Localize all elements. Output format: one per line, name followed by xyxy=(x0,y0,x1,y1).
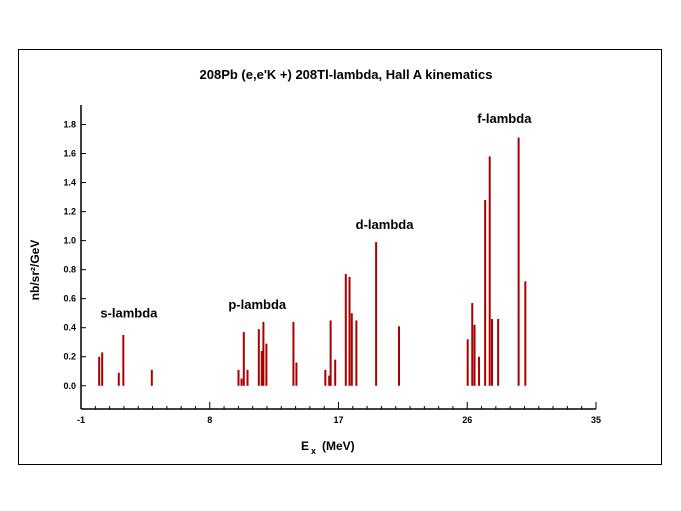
annotation-0: s-lambda xyxy=(100,306,158,321)
bar-26 xyxy=(471,303,474,386)
y-tick-label-2: 0.4 xyxy=(63,323,76,333)
y-tick-label-3: 0.6 xyxy=(63,294,76,304)
bar-25 xyxy=(466,339,469,386)
chart-title: 208Pb (e,e'K +) 208Tl-lambda, Hall A kin… xyxy=(200,67,493,82)
y-tick-label-5: 1.0 xyxy=(63,236,76,246)
bar-28 xyxy=(477,356,480,386)
y-tick-label-4: 0.8 xyxy=(63,265,76,275)
x-tick-label-4: 35 xyxy=(591,415,601,425)
bar-4 xyxy=(150,369,153,386)
x-tick-label-3: 26 xyxy=(462,415,472,425)
x-axis-label: E xyxy=(301,439,309,453)
bar-18 xyxy=(334,359,337,386)
x-tick-label-0: -1 xyxy=(77,415,85,425)
bar-31 xyxy=(490,319,493,386)
x-axis-label-subscript: x xyxy=(311,446,316,456)
bar-33 xyxy=(517,137,520,386)
bar-15 xyxy=(324,369,327,386)
y-tick-label-8: 1.6 xyxy=(63,149,76,159)
bar-16 xyxy=(328,375,331,386)
bar-29 xyxy=(484,199,487,386)
y-axis-label: nb/sr²/GeV xyxy=(28,240,42,301)
x-axis-label-unit: (MeV) xyxy=(322,439,355,453)
bar-8 xyxy=(246,369,249,386)
bar-14 xyxy=(295,362,298,386)
bar-34 xyxy=(524,281,527,386)
bar-6 xyxy=(240,378,243,386)
annotation-1: p-lambda xyxy=(228,297,287,312)
bar-2 xyxy=(117,372,120,386)
bar-20 xyxy=(348,276,351,386)
annotation-3: f-lambda xyxy=(477,111,532,126)
chart-frame: 208Pb (e,e'K +) 208Tl-lambda, Hall A kin… xyxy=(18,49,662,465)
bar-0 xyxy=(98,356,101,386)
bar-17 xyxy=(329,320,332,386)
bar-23 xyxy=(375,242,378,386)
bar-22 xyxy=(355,320,358,386)
bar-3 xyxy=(122,334,125,386)
bar-32 xyxy=(497,319,500,386)
bar-chart: 208Pb (e,e'K +) 208Tl-lambda, Hall A kin… xyxy=(28,67,601,456)
bar-21 xyxy=(350,313,353,386)
annotations-layer: s-lambda p-lambda d-lambda f-lambda xyxy=(100,111,532,320)
bar-10 xyxy=(260,350,263,386)
x-axis-label-group: E x (MeV) xyxy=(301,439,355,456)
bar-12 xyxy=(265,343,268,386)
bar-30 xyxy=(488,156,491,386)
bar-5 xyxy=(237,369,240,386)
bar-13 xyxy=(292,321,295,386)
bar-19 xyxy=(344,274,347,386)
y-tick-label-0: 0.0 xyxy=(63,381,76,391)
y-tick-label-6: 1.2 xyxy=(63,207,76,217)
y-tick-label-9: 1.8 xyxy=(63,120,76,130)
x-tick-label-1: 8 xyxy=(207,415,212,425)
annotation-2: d-lambda xyxy=(356,217,415,232)
bars-layer xyxy=(98,137,527,386)
bar-1 xyxy=(101,352,104,386)
bar-9 xyxy=(257,329,260,386)
bar-27 xyxy=(473,324,476,386)
bar-24 xyxy=(398,326,401,386)
bar-11 xyxy=(262,321,265,386)
y-tick-label-1: 0.2 xyxy=(63,352,76,362)
bar-7 xyxy=(242,332,245,386)
y-tick-label-7: 1.4 xyxy=(63,178,76,188)
axes-layer: 0.0 0.2 0.4 0.6 0.8 1.0 1.2 1.4 1.6 1.8 -1 8 17 26 35 xyxy=(63,105,601,425)
x-tick-label-2: 17 xyxy=(333,415,343,425)
